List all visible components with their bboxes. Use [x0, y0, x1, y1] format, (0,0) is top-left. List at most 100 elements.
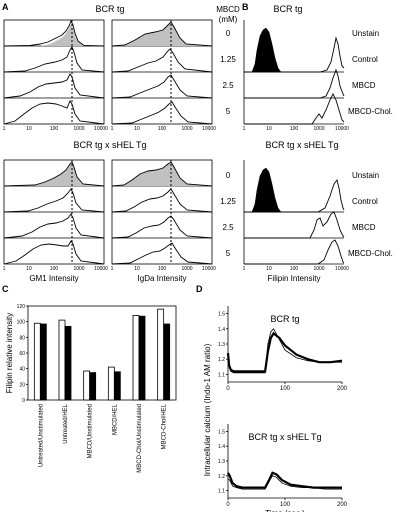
bar [58, 319, 66, 401]
tick-label: 1 [3, 266, 6, 272]
tick-label: 10 [266, 126, 272, 132]
y-tick-label: 20 [19, 382, 25, 388]
panel-d-subtitle: BCR tg x sHEL Tg [248, 432, 321, 442]
x-tick-label: 100 [280, 386, 291, 392]
panel-a-igd-bottom [111, 159, 213, 265]
mbcd-header-line2: (mM) [219, 15, 238, 24]
panel-letter-c: C [2, 284, 9, 294]
y-tick-label: 100 [17, 320, 26, 326]
tick-label: 10 [266, 266, 272, 272]
unstain-peak-bottom [251, 167, 282, 213]
tick-label: 10000 [94, 266, 108, 272]
tick-label: 10000 [335, 266, 349, 272]
tick-label: 100 [290, 266, 299, 272]
y-tick-label: 80 [19, 335, 25, 341]
igd-top-1-trace [111, 48, 213, 73]
igd-bottom-0-fill [112, 162, 212, 186]
tick-label: 10000 [94, 126, 108, 132]
igd-bottom-3-trace [111, 242, 213, 265]
x-tick-label: 0 [226, 386, 230, 392]
conc-label-top-1: 1.25 [220, 55, 236, 64]
conc-label-top-3: 5 [226, 107, 231, 116]
bar [113, 371, 121, 401]
conc-label-bottom-3: 5 [226, 249, 231, 258]
igd-top-2-trace [111, 74, 213, 99]
tick-label: 10000 [202, 266, 216, 272]
bar [157, 308, 165, 401]
gm1-top-2-trace [3, 73, 105, 99]
gm1-bottom-3-trace [3, 240, 105, 265]
y-tick-label: 1.2 [218, 474, 225, 480]
gm1-top-0-trace [3, 19, 105, 47]
y-tick-label: 1.5 [218, 312, 225, 318]
mbcdchol-trace-top [244, 92, 345, 125]
y-tick-label: 1.1 [218, 372, 225, 378]
panel-letter-b: B [242, 2, 249, 12]
category-label: MBCD-Chol/Unstimulated [137, 404, 143, 473]
category-label: MBCD/HEL [112, 403, 118, 435]
panel-a-title-bottom: BCR tg x sHEL Tg [73, 140, 146, 150]
category-label: MBCD-Chol/HEL [162, 403, 168, 449]
bar [138, 315, 146, 401]
filipin-xlabel: Filipin Intensity [268, 274, 321, 283]
y-tick-label: 1.1 [218, 489, 225, 495]
series-line-thick [227, 471, 342, 489]
control-trace-bottom [244, 178, 345, 213]
igd-bottom-1-trace [111, 188, 213, 213]
conc-label-top-2: 2.5 [222, 81, 234, 90]
tick-label: 1 [243, 266, 246, 272]
y-tick-label: 1.3 [218, 459, 225, 465]
cond-control-top: Control [352, 55, 378, 64]
cond-unstain-bottom: Unstain [352, 171, 379, 180]
cond-unstain-top: Unstain [352, 29, 379, 38]
panel-a-title-top: BCR tg [95, 4, 124, 14]
gm1-bottom-1-trace [3, 188, 105, 213]
panel-d-subtitle: BCR tg [270, 314, 299, 324]
gm1-top-3-trace [3, 100, 105, 125]
tick-label: 10000 [335, 126, 349, 132]
panel-a-ticks-top-gm1: 1 10 100 1000 10000 [3, 126, 109, 132]
tick-label: 1 [111, 266, 114, 272]
panel-d-top-chart: 1.1 1.2 1.3 1.4 1.5 0 100 200 BCR tg Intracellula… [203, 306, 348, 476]
series-line-thick [226, 331, 343, 373]
tick-label: 100 [158, 266, 167, 272]
tick-label: 1000 [313, 266, 324, 272]
panel-c-frame [27, 305, 177, 401]
panel-a-ticks-top-igd: 1 10 100 1000 10000 [111, 126, 217, 132]
conc-label-top-0: 0 [226, 29, 231, 38]
y-tick-label: 1.4 [218, 327, 225, 333]
tick-label: 1 [111, 126, 114, 132]
tick-label: 1 [243, 126, 246, 132]
igd-top-0-fill [112, 22, 212, 46]
panel-b-ticks-bottom: 1 10 100 1000 10000 [243, 266, 350, 272]
tick-label: 1000 [181, 266, 192, 272]
gm1-xlabel: GM1 Intensity [29, 274, 78, 283]
tick-label: 10 [26, 266, 32, 272]
panel-letter-a: A [2, 2, 9, 12]
tick-label: 100 [50, 266, 59, 272]
panel-b-bottom [243, 160, 345, 265]
panel-b-title-bottom: BCR tg x sHEL Tg [265, 140, 338, 150]
tick-label: 1000 [73, 266, 84, 272]
igd-top-0-trace [111, 21, 213, 47]
panel-d-ylabel: Intracellular calcium (Indo-1 AM ratio) [203, 343, 212, 476]
y-tick-label: 40 [19, 367, 25, 373]
tick-label: 100 [290, 126, 299, 132]
bar [83, 370, 91, 401]
igd-bottom-0-trace [111, 161, 213, 187]
series-line-thin [227, 328, 342, 374]
cond-control-bottom: Control [352, 197, 378, 206]
panel-b-top [243, 20, 345, 125]
tick-label: 10000 [202, 126, 216, 132]
tick-label: 1000 [73, 126, 84, 132]
cond-mbcd-top: MBCD [352, 81, 376, 90]
gm1-top-1-trace [3, 46, 105, 73]
x-tick-label: 0 [226, 502, 230, 508]
y-tick-label: 1.4 [218, 444, 225, 450]
bar [107, 366, 115, 401]
x-tick-label: 100 [280, 502, 291, 508]
bar [163, 323, 171, 401]
conc-label-bottom-0: 0 [226, 171, 231, 180]
